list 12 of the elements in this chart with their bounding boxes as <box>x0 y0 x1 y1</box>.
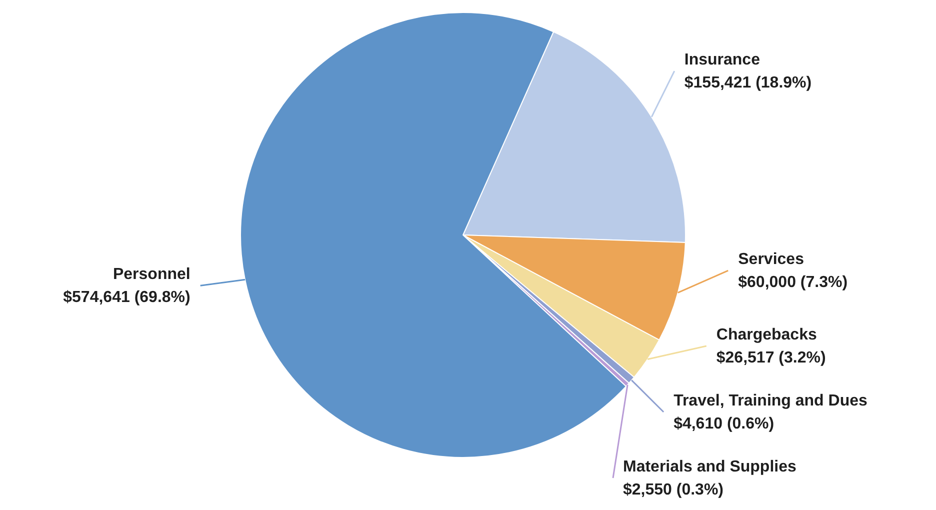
data-label: $2,550 (0.3%) <box>623 481 724 498</box>
data-label: $155,421 (18.9%) <box>684 74 812 92</box>
slice-label: Chargebacks <box>716 326 817 344</box>
data-label: $574,641 (69.8%) <box>63 289 190 306</box>
slice-label: Insurance <box>684 51 760 68</box>
slice-label: Travel, Training and Dues <box>674 392 868 410</box>
slice-label: Materials and Supplies <box>623 458 796 476</box>
slice-label: Services <box>738 250 804 268</box>
data-label: $26,517 (3.2%) <box>716 349 826 366</box>
slice-label: Personnel <box>112 266 190 284</box>
data-label: $4,610 (0.6%) <box>674 415 774 432</box>
data-label: $60,000 (7.3%) <box>738 274 848 291</box>
